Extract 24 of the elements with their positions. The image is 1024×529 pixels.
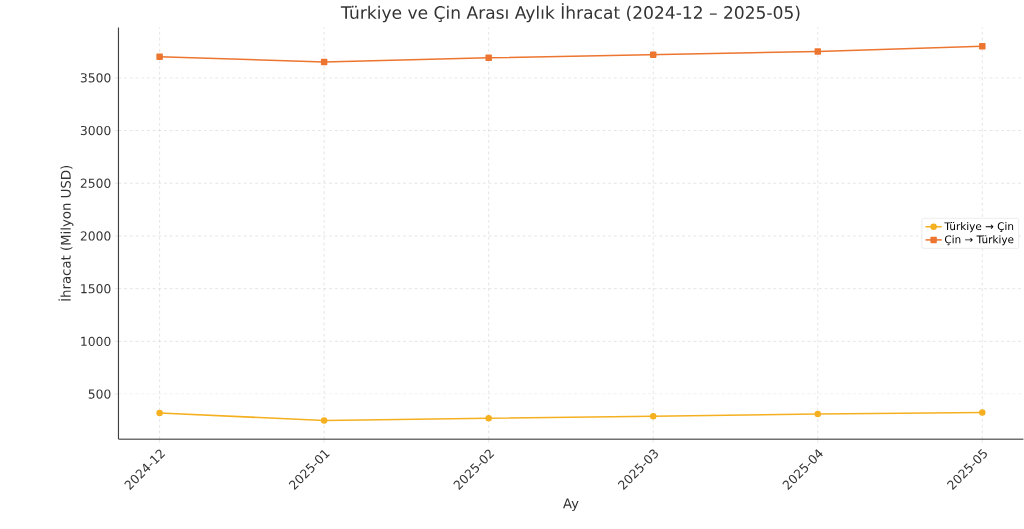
point [649, 413, 657, 420]
y-tick-label: 500 [88, 389, 111, 399]
y-tick-label: 1500 [81, 284, 111, 294]
y-tick-label: 1000 [81, 336, 111, 347]
point [485, 54, 492, 62]
legend-label: Çin → Türkiye [944, 235, 1014, 246]
y-axis-title: İhracat (Milyon USD) [58, 166, 74, 301]
point [485, 415, 492, 422]
legend-label: Türkiye → Çin [944, 222, 1014, 233]
point [320, 417, 328, 424]
point [156, 53, 163, 61]
y-tick-label: 2000 [80, 231, 111, 241]
point [814, 48, 821, 55]
x-axis-title: Ay [563, 498, 579, 512]
point [979, 409, 986, 416]
point [649, 51, 657, 59]
point [156, 409, 163, 417]
y-tick-label: 2500 [80, 178, 111, 189]
point [979, 43, 986, 50]
point [814, 411, 821, 418]
y-tick-label: 3000 [80, 126, 111, 136]
chart-title: Türkiye ve Çin Arası Aylık İhracat (2024-12 – 2025-05) [340, 3, 800, 23]
point [320, 58, 328, 66]
y-tick-label: 3500 [80, 73, 111, 83]
